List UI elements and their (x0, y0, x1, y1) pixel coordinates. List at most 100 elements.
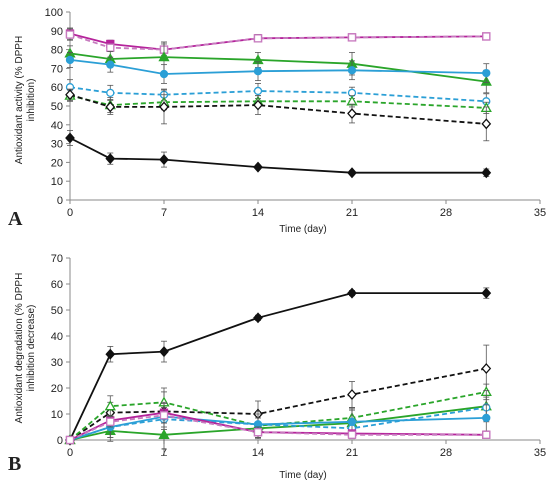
data-point-circle (253, 86, 263, 96)
panel-a-series-line (69, 137, 487, 174)
data-point-triangle (104, 400, 116, 411)
panel-a-series-line (69, 86, 487, 103)
panel-a-series-7 (65, 88, 492, 142)
panel-a-y-tick-label: 50 (51, 101, 63, 113)
panel-a-xlabel: Time (day) (279, 224, 326, 235)
data-point-diamond (105, 348, 116, 360)
data-point-circle (253, 67, 263, 76)
panel-a-y-tick-label: 100 (45, 7, 63, 19)
panel-b-series-line (69, 414, 487, 441)
data-point-square (65, 30, 75, 39)
panel-b-series-line (69, 292, 487, 441)
panel-b-x-tick-label: 28 (440, 447, 452, 459)
panel-a-y-tick-label: 10 (51, 176, 63, 188)
panel-b-x-tick-label: 21 (346, 447, 358, 459)
panel-b-letter: B (8, 453, 21, 475)
data-point-diamond (65, 89, 75, 101)
data-point-circle (106, 60, 115, 69)
panel-a-series-8 (65, 130, 492, 179)
data-point-square (253, 428, 263, 437)
panel-a-y-tick-label: 60 (51, 82, 63, 94)
panel-b-ylabel-line-1: Antioxidant degradation (% DPPH (14, 273, 25, 424)
panel-a-series-line (69, 33, 487, 51)
panel-b-series-line (69, 391, 487, 441)
data-point-diamond (347, 108, 357, 119)
data-point-diamond (347, 389, 357, 400)
panel-b-y-tick-label: 50 (51, 305, 63, 317)
data-point-diamond (481, 118, 492, 130)
panel-a-x-tick-label: 28 (440, 207, 452, 219)
panel-a-series-line (69, 52, 487, 83)
data-point-square (347, 430, 357, 439)
panel-b-chart: B Antioxidant degradation (% DPPH inhibi… (8, 253, 546, 481)
panel-a-x-tick-label: 7 (161, 207, 167, 219)
data-point-diamond (253, 161, 263, 173)
panel-b-y-tick-label: 60 (51, 279, 63, 291)
panel-a-series-line (69, 94, 487, 109)
panel-b-ylabel: Antioxidant degradation (% DPPH inhibiti… (14, 273, 37, 424)
data-point-diamond (347, 287, 357, 299)
panel-a-y-tick-label: 20 (51, 157, 63, 169)
data-point-square (482, 430, 491, 439)
panel-b-series-line (69, 415, 487, 441)
panel-a-y-tick-label: 0 (57, 195, 63, 207)
data-point-diamond (253, 99, 263, 111)
data-point-circle (347, 417, 357, 426)
data-point-square (106, 417, 115, 426)
panel-b-y-tick-label: 20 (51, 383, 63, 395)
panel-b-series-line (69, 411, 487, 441)
panel-a-x-tick-label: 35 (534, 207, 546, 219)
data-point-diamond (105, 101, 116, 113)
panel-a-series-4 (65, 52, 491, 84)
panel-a-y-tick-label: 80 (51, 45, 63, 57)
data-point-circle (482, 413, 491, 423)
panel-a-series-2 (65, 28, 491, 56)
panel-b-y-tick-label: 30 (51, 357, 63, 369)
data-point-diamond (481, 167, 492, 179)
panel-b-y-tick-label: 40 (51, 331, 63, 343)
panel-a-x-tick-label: 21 (346, 207, 358, 219)
data-point-circle (65, 55, 75, 65)
panel-a-ylabel: Antioxidant activity (% DPPH inhibition) (14, 36, 37, 164)
panel-a-chart: A Antioxidant activity (% DPPH inhibitio… (8, 7, 546, 235)
data-point-diamond (65, 132, 75, 144)
panel-a-x-tick-label: 14 (252, 207, 264, 219)
data-point-square (347, 33, 357, 42)
data-point-diamond (253, 312, 263, 324)
data-point-circle (159, 69, 169, 79)
panel-b-xlabel: Time (day) (279, 470, 326, 481)
panel-b-series-8 (65, 407, 491, 445)
panel-b-x-tick-label: 14 (252, 447, 264, 459)
panel-a-series-line (69, 59, 487, 75)
panel-b-ylabel-line-2: inhibition decrease) (26, 305, 37, 392)
data-point-square (65, 435, 75, 445)
data-point-square (106, 43, 115, 52)
data-point-diamond (347, 167, 357, 179)
data-point-circle (347, 66, 357, 75)
panel-a-y-tick-label: 90 (51, 26, 63, 38)
data-point-diamond (481, 363, 492, 374)
data-point-diamond (159, 101, 169, 113)
data-point-square (253, 34, 263, 43)
panel-b-series-2 (65, 344, 492, 446)
panel-b-x-tick-label: 0 (67, 447, 73, 459)
panel-a-y-tick-label: 30 (51, 139, 63, 151)
panel-b-y-tick-label: 70 (51, 253, 63, 265)
panel-a-letter: A (8, 208, 23, 230)
panel-b-y-tick-label: 10 (51, 409, 63, 421)
panel-a-ylabel-line-2: inhibition) (26, 79, 37, 122)
data-point-diamond (159, 154, 169, 166)
panel-a-x-tick-label: 0 (67, 207, 73, 219)
panel-a-y-tick-label: 40 (51, 120, 63, 132)
panel-a-ylabel-line-1: Antioxidant activity (% DPPH (14, 36, 25, 164)
panel-b-x-tick-label: 35 (534, 447, 546, 459)
data-point-square (482, 32, 491, 41)
panel-a-series-5 (65, 79, 491, 110)
data-point-triangle (158, 428, 170, 439)
panel-b-y-tick-label: 0 (57, 435, 63, 447)
data-point-circle (482, 68, 491, 78)
data-point-triangle (158, 51, 170, 62)
panel-b-series-line (69, 367, 487, 441)
panel-a-series-line (69, 93, 487, 125)
